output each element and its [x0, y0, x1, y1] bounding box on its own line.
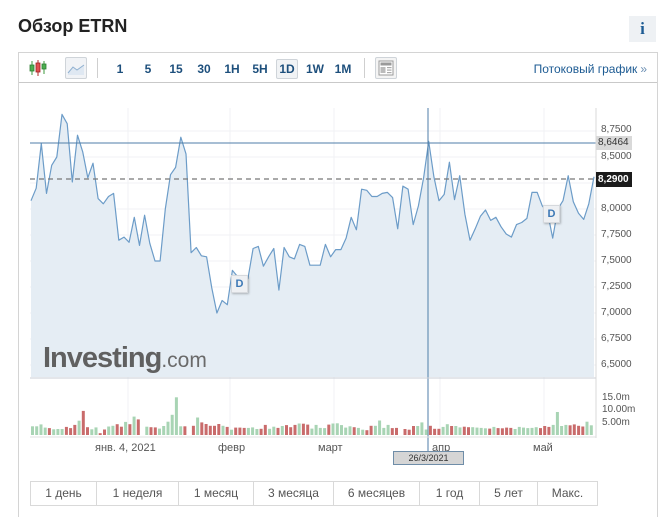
price-area-fill	[31, 114, 594, 378]
crosshair-price-tag: 8,6464	[596, 136, 632, 150]
price-line	[30, 113, 595, 314]
y-tick-label: 7,5000	[601, 255, 632, 266]
area-chart-icon[interactable]	[65, 57, 87, 79]
timeframe-1m[interactable]: 1M	[334, 62, 352, 76]
y-tick-label: 7,2500	[601, 281, 632, 292]
timeframe-5h[interactable]: 5H	[252, 62, 268, 76]
y-tick-label: 8,7500	[601, 124, 632, 135]
y-tick-label: 6,7500	[601, 333, 632, 344]
x-tick-label: март	[318, 442, 343, 454]
timeframe-30[interactable]: 30	[197, 62, 211, 76]
y-tick-label: 7,0000	[601, 307, 632, 318]
double-chevron-right-icon: »	[640, 62, 647, 76]
toolbar-divider	[97, 58, 98, 78]
volume-tick-label: 5.00m	[602, 417, 630, 428]
timeframe-1h[interactable]: 1H	[224, 62, 240, 76]
crosshair-date-tag: 26/3/2021	[393, 451, 464, 465]
chart-toolbar: 1 5 15 30 1H 5H 1D 1W 1M Потоковый графи…	[19, 53, 657, 83]
range-max[interactable]: Макс.	[551, 486, 584, 500]
y-tick-label: 8,0000	[601, 203, 632, 214]
timeframe-5[interactable]: 5	[144, 62, 152, 76]
x-tick-label: янв. 4, 2021	[95, 442, 156, 454]
time-range-selector: 1 день 1 неделя 1 месяц 3 месяца 6 месяц…	[30, 481, 598, 506]
dividend-marker[interactable]: D	[543, 205, 560, 223]
range-6-months[interactable]: 6 месяцев	[334, 482, 420, 505]
info-button[interactable]: i	[629, 16, 656, 42]
chart-widget: 1 5 15 30 1H 5H 1D 1W 1M Потоковый графи…	[18, 52, 658, 517]
last-price-tag: 8,2900	[596, 172, 632, 187]
y-tick-label: 6,5000	[601, 359, 632, 370]
streaming-chart-link[interactable]: Потоковый график»	[534, 59, 647, 79]
y-tick-label: 8,5000	[601, 151, 632, 162]
x-tick-label: май	[533, 442, 553, 454]
investing-watermark-logo: Investing.com	[43, 342, 207, 374]
range-1-week[interactable]: 1 неделя	[97, 482, 179, 505]
candlestick-icon[interactable]	[27, 57, 49, 79]
streaming-chart-label: Потоковый график	[533, 62, 638, 76]
timeframe-1w[interactable]: 1W	[306, 62, 324, 76]
x-tick-label: февр	[218, 442, 246, 454]
volume-bars	[31, 397, 593, 436]
page-title: Обзор ETRN	[18, 16, 128, 36]
dividend-marker[interactable]: D	[231, 275, 248, 293]
range-5-years[interactable]: 5 лет	[480, 482, 538, 505]
range-1-month[interactable]: 1 месяц	[179, 482, 254, 505]
y-tick-label: 7,7500	[601, 229, 632, 240]
range-1-day[interactable]: 1 день	[31, 482, 97, 505]
range-3-months[interactable]: 3 месяца	[254, 482, 334, 505]
range-1-year[interactable]: 1 год	[420, 482, 480, 505]
volume-tick-label: 10.00m	[602, 404, 636, 415]
layout-template-icon[interactable]	[375, 57, 397, 79]
timeframe-1[interactable]: 1	[116, 62, 124, 76]
timeframe-15[interactable]: 15	[169, 62, 183, 76]
toolbar-divider	[364, 58, 365, 78]
volume-tick-label: 15.0m	[602, 392, 630, 403]
timeframe-1d[interactable]: 1D	[276, 59, 298, 79]
